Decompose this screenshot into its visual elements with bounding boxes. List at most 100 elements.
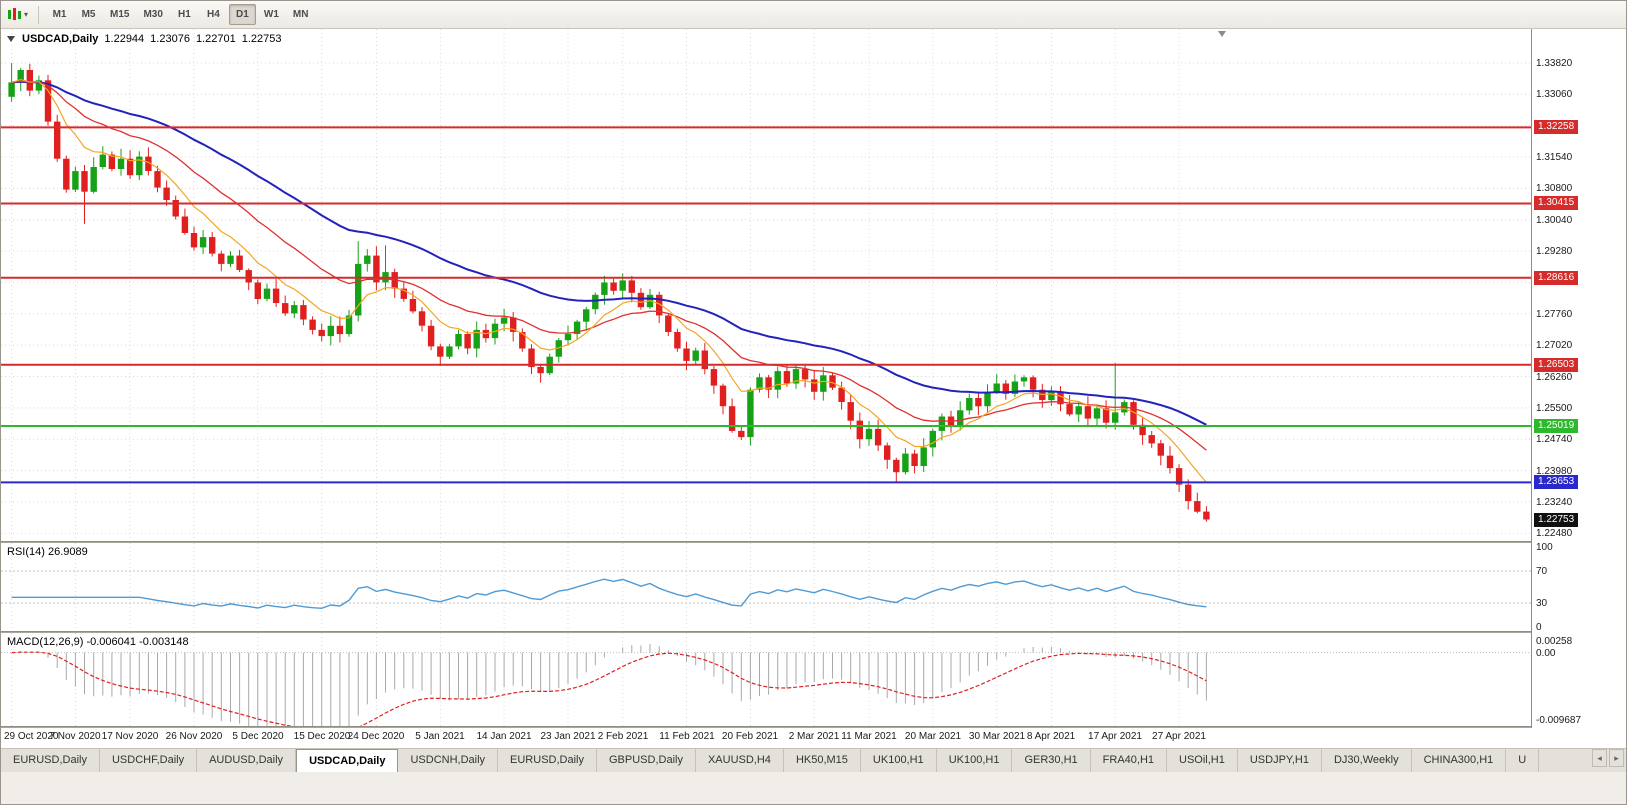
timeframe-buttons: M1 M5 M15 M30 H1 H4 D1 W1 MN — [45, 4, 315, 25]
chart-tab-uk100-h1[interactable]: UK100,H1 — [861, 749, 937, 772]
macd-tick-label: -0.009687 — [1536, 715, 1582, 726]
candle-body — [756, 377, 763, 390]
price-tick-label: 1.30800 — [1536, 183, 1573, 194]
candle-body — [656, 294, 663, 316]
candle-body — [783, 371, 791, 384]
ma-mid-line — [11, 80, 1207, 451]
candle-body — [628, 280, 635, 293]
chart-tab-ger30-h1[interactable]: GER30,H1 — [1012, 749, 1091, 772]
chart-tab-eurusd-daily[interactable]: EURUSD,Daily — [498, 749, 597, 772]
chart-tab-hk50-m15[interactable]: HK50,M15 — [784, 749, 861, 772]
date-tick-label: 15 Dec 2020 — [293, 731, 351, 742]
date-tick-label: 24 Dec 2020 — [347, 731, 405, 742]
candle-body — [364, 255, 371, 264]
candle-body — [1048, 391, 1055, 401]
macd-canvas[interactable] — [1, 633, 1531, 726]
quote-close: 1.22753 — [241, 33, 282, 45]
candle-body — [564, 334, 572, 341]
timeframe-button-M30[interactable]: M30 — [143, 9, 163, 20]
candle-body — [254, 282, 261, 299]
tab-scroll-left-icon[interactable]: ◂ — [1592, 749, 1607, 767]
timeframe-button-H4[interactable]: H4 — [207, 9, 220, 20]
chart-tab-usdjpy-h1[interactable]: USDJPY,H1 — [1238, 749, 1322, 772]
chart-tab-usdchf-daily[interactable]: USDCHF,Daily — [100, 749, 198, 772]
chart-tab-china300-h1[interactable]: CHINA300,H1 — [1412, 749, 1507, 772]
panel-separator[interactable] — [1, 541, 1626, 543]
candle-body — [300, 305, 307, 320]
candle-body — [975, 398, 982, 407]
level-price-badge: 1.32258 — [1534, 120, 1579, 134]
candle-body — [984, 391, 991, 407]
timeframe-button-D1[interactable]: D1 — [228, 4, 256, 25]
panel-separator[interactable] — [1, 726, 1626, 728]
price-tick-label: 1.24740 — [1536, 434, 1573, 445]
timeframe-button-M15[interactable]: M15 — [110, 9, 130, 20]
quote-low: 1.22701 — [195, 33, 236, 45]
chart-shift-marker[interactable] — [1218, 31, 1226, 37]
candle-body — [117, 158, 125, 169]
chart-tab-usdcad-daily[interactable]: USDCAD,Daily — [296, 749, 399, 772]
timeframe-button-M1[interactable]: M1 — [52, 9, 67, 20]
chart-type-dropdown-caret[interactable]: ▾ — [24, 9, 29, 19]
candle-body — [801, 369, 809, 380]
chart-tab-usdcnh-daily[interactable]: USDCNH,Daily — [398, 749, 499, 772]
candle-body — [528, 348, 535, 368]
macd-tick-label: 0.00 — [1536, 648, 1556, 659]
timeframe-button-MN[interactable]: MN — [292, 9, 309, 20]
candle-body — [728, 406, 736, 431]
date-tick-label: 7 Nov 2020 — [49, 731, 101, 742]
candle-body — [218, 253, 225, 264]
rsi-tick-label: 100 — [1536, 542, 1553, 553]
chart-tab-uk100-h1[interactable]: UK100,H1 — [937, 749, 1013, 772]
timeframe-button-M5[interactable]: M5 — [81, 9, 96, 20]
date-tick-label: 20 Feb 2021 — [721, 731, 779, 742]
price-chart-panel[interactable]: USDCAD,Daily 1.22944 1.23076 1.22701 1.2… — [1, 29, 1531, 541]
rsi-tick-label: 0 — [1536, 622, 1542, 633]
rsi-line — [11, 578, 1207, 610]
timeframe-button-W1[interactable]: W1 — [263, 9, 279, 20]
rsi-canvas[interactable] — [1, 543, 1531, 631]
price-axis[interactable]: 1.338201.330601.323001.315401.308001.300… — [1532, 29, 1626, 748]
candle-body — [838, 387, 845, 402]
candle-body — [738, 430, 745, 438]
ma-fast-line — [11, 78, 1207, 483]
price-chart-canvas[interactable] — [1, 29, 1531, 541]
candle-body — [154, 171, 161, 188]
candle-body — [309, 319, 316, 330]
chart-tab-dj30-weekly[interactable]: DJ30,Weekly — [1322, 749, 1412, 772]
chart-tab-usoil-h1[interactable]: USOil,H1 — [1167, 749, 1238, 772]
candle-body — [355, 263, 362, 316]
quote-high: 1.23076 — [150, 33, 190, 45]
macd-label: MACD(12,26,9) -0.006041 -0.003148 — [7, 636, 189, 648]
chart-tab-gbpusd-daily[interactable]: GBPUSD,Daily — [597, 749, 696, 772]
time-axis[interactable]: 29 Oct 2020 7 Nov 2020 17 Nov 2020 26 Nov 2… — [1, 728, 1626, 748]
chart-tab-eurusd-daily[interactable]: EURUSD,Daily — [1, 749, 100, 772]
window-menu-icon[interactable] — [7, 36, 15, 42]
chart-tab-u[interactable]: U — [1506, 749, 1540, 772]
chart-tab-audusd-daily[interactable]: AUDUSD,Daily — [197, 749, 297, 772]
chart-type-icon[interactable] — [6, 7, 22, 23]
candle-body — [920, 447, 927, 466]
candle-body — [902, 453, 909, 473]
rsi-tick-label: 30 — [1536, 598, 1548, 609]
date-tick-label: 5 Jan 2021 — [415, 731, 465, 742]
candle-body — [437, 346, 444, 357]
candle-body — [190, 233, 198, 248]
date-tick-label: 14 Jan 2021 — [476, 731, 532, 742]
quote-open: 1.22944 — [104, 33, 145, 45]
tab-scroll-right-icon[interactable]: ▸ — [1609, 749, 1624, 767]
candle-body — [665, 315, 672, 332]
candle-body — [610, 282, 617, 291]
chart-tab-fra40-h1[interactable]: FRA40,H1 — [1091, 749, 1168, 772]
rsi-panel[interactable]: RSI(14) 26.9089 — [1, 543, 1531, 631]
candle-body — [227, 255, 234, 264]
timeframe-button-H1[interactable]: H1 — [178, 9, 191, 20]
candle-body — [427, 325, 435, 347]
panel-separator[interactable] — [1, 631, 1626, 633]
candle-body — [409, 299, 417, 312]
date-tick-label: 26 Nov 2020 — [165, 731, 223, 742]
candle-body — [500, 317, 508, 324]
chart-tab-xauusd-h4[interactable]: XAUUSD,H4 — [696, 749, 784, 772]
macd-panel[interactable]: MACD(12,26,9) -0.006041 -0.003148 — [1, 633, 1531, 726]
